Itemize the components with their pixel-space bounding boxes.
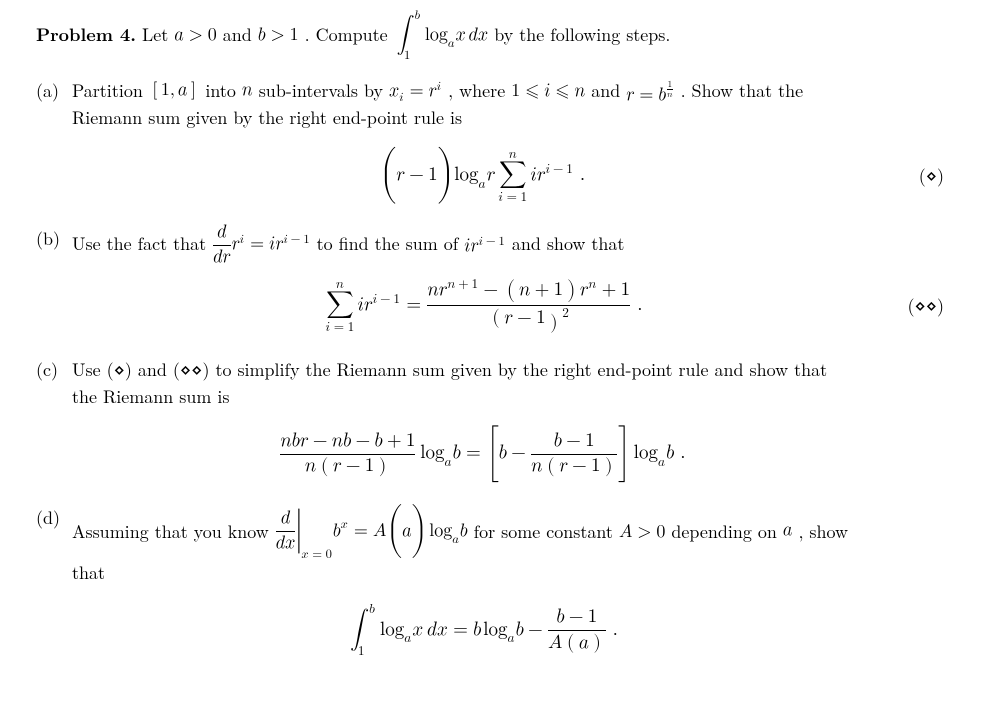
part-c-equation: nbr−nb−b+1 n(r−1) logab = [ b− b−1 n(r−1… <box>72 425 896 483</box>
part-a: Partition [1,a] into n sub-intervals by … <box>36 77 948 207</box>
ref-diamond: (⋄) <box>107 356 132 383</box>
part-c-line-1: Use (⋄) and (⋄⋄) to simplify the Riemann… <box>72 356 948 383</box>
math-interval-1a: [1,a] <box>149 81 200 100</box>
part-c-equation-row: nbr−nb−b+1 n(r−1) logab = [ b− b−1 n(r−1… <box>72 422 948 486</box>
part-b-text-1: Use the fact that <box>72 230 206 257</box>
part-a-text-6: . Show that the <box>681 77 804 104</box>
problem-intro-text-1: Let <box>142 21 168 48</box>
math-sum-closed-form: ∑i=1n iri−1 = nrn+1−(n+1)rn+1 (r−1)2 . <box>72 278 896 332</box>
part-d-text-1: Assuming that you know <box>72 518 269 545</box>
equation-tag-diamond-diamond: (⋄⋄) <box>896 292 948 319</box>
part-a-equation: (r−1) logar ∑i=1n iri−1 . <box>72 146 896 204</box>
math-a-var: a <box>783 527 793 535</box>
math-A-gt-0: A>0 <box>619 524 666 539</box>
part-d-equation-row: ∫1b logaxdx = blogab − b−1 A(a) . <box>72 598 948 662</box>
parts-list: Partition [1,a] into n sub-intervals by … <box>36 77 948 662</box>
problem-heading: Problem 4. Let a>0 and b>1. Compute ∫1b … <box>36 10 948 59</box>
math-ddr-ri: ddr ri=iri−1 <box>212 225 311 262</box>
part-d: Assuming that you know ddx | x=0 bx = A(… <box>36 504 948 662</box>
part-d-equation: ∫1b logaxdx = blogab − b−1 A(a) . <box>72 604 896 655</box>
part-c-text-3: to simplify the Riemann sum given by the… <box>215 356 827 383</box>
part-a-text-2: into <box>205 77 236 104</box>
math-a-gt-0: a>0 <box>174 28 217 42</box>
math-b-gt-1: b>1 <box>258 27 299 42</box>
part-a-text-3: sub-intervals by <box>259 77 383 104</box>
equation-tag-diamond: (⋄) <box>896 162 948 189</box>
part-b-text-3: and show that <box>512 230 625 257</box>
math-final-integral: ∫1b logaxdx = blogab − b−1 A(a) . <box>72 604 896 655</box>
part-b-equation: ∑i=1n iri−1 = nrn+1−(n+1)rn+1 (r−1)2 . <box>72 278 896 332</box>
part-d-text-2: for some constant <box>474 518 613 545</box>
part-c: Use (⋄) and (⋄⋄) to simplify the Riemann… <box>36 356 948 486</box>
part-c-text-2: and <box>138 356 167 383</box>
math-1-le-i-le-n: 1⩽i⩽n <box>511 83 585 99</box>
math-n: n <box>242 87 253 95</box>
math-xi-eq-ri: xi=ri <box>389 81 442 101</box>
text-and: and <box>223 21 252 48</box>
part-d-text-4: , show <box>798 518 848 545</box>
period-1: . <box>305 21 310 48</box>
math-riemann-sum: (r−1) logar ∑i=1n iri−1 . <box>72 146 896 204</box>
math-simplified-riemann: nbr−nb−b+1 n(r−1) logab = [ b− b−1 n(r−1… <box>72 425 896 483</box>
math-derivative-bx: ddx | x=0 bx = A(a) logab <box>275 504 468 559</box>
math-r-eq-b1n: r=b1n <box>626 81 674 99</box>
part-a-text-4: , where <box>448 77 505 104</box>
math-integral-logax: ∫1b logaxdx <box>394 10 489 59</box>
math-ir-i-1: iri−1 <box>464 236 506 252</box>
part-d-text-3: depending on <box>671 518 777 545</box>
part-c-text-1: Use <box>72 356 101 383</box>
part-b-text-2: to find the sum of <box>317 230 459 257</box>
part-b-line-1: Use the fact that ddr ri=iri−1 to find t… <box>72 225 948 262</box>
part-d-line-1: Assuming that you know ddx | x=0 bx = A(… <box>72 504 948 559</box>
text-compute: Compute <box>316 21 388 48</box>
problem-label: Problem 4. <box>36 21 136 48</box>
part-a-text-5: and <box>591 77 620 104</box>
part-a-text-1: Partition <box>72 77 143 104</box>
part-a-line-1: Partition [1,a] into n sub-intervals by … <box>72 77 948 104</box>
part-d-line-2: that <box>72 559 948 586</box>
part-a-line-2: Riemann sum given by the right end-point… <box>72 104 948 131</box>
part-b: Use the fact that ddr ri=iri−1 to find t… <box>36 225 948 338</box>
part-b-equation-row: ∑i=1n iri−1 = nrn+1−(n+1)rn+1 (r−1)2 . (… <box>72 274 948 338</box>
part-a-equation-row: (r−1) logar ∑i=1n iri−1 . (⋄) <box>72 143 948 207</box>
part-c-line-2: the Riemann sum is <box>72 383 948 410</box>
problem-intro-text-2: by the following steps. <box>494 21 670 48</box>
ref-diamond-diamond: (⋄⋄) <box>173 356 210 383</box>
